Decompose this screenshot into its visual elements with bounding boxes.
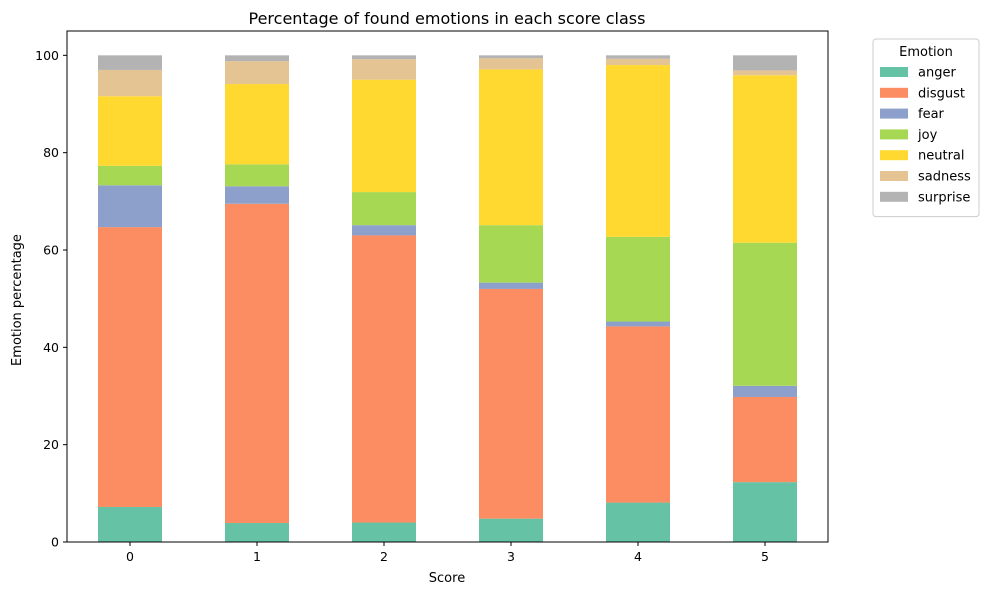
- bar-segment-anger-1: [225, 523, 289, 542]
- legend-label-anger: anger: [918, 66, 956, 81]
- y-tick-label: 100: [35, 48, 59, 63]
- x-tick-label: 4: [634, 549, 642, 564]
- bar-segment-joy-3: [479, 225, 543, 283]
- bar-segment-surprise-0: [98, 55, 162, 70]
- bar-segment-disgust-1: [225, 203, 289, 524]
- y-tick-label: 20: [43, 437, 59, 452]
- bar-segment-disgust-3: [479, 288, 543, 519]
- plot-frame: [66, 30, 829, 543]
- bar-segment-anger-4: [606, 502, 670, 542]
- bar-segment-neutral-2: [352, 79, 416, 193]
- legend-swatch-neutral: [880, 150, 908, 161]
- x-tick-label: 3: [507, 549, 515, 564]
- legend-label-fear: fear: [918, 107, 945, 122]
- bar-segment-joy-2: [352, 192, 416, 226]
- bar-segment-anger-5: [733, 482, 797, 542]
- bar-segment-fear-3: [479, 282, 543, 289]
- bar-segment-disgust-0: [98, 227, 162, 507]
- legend-swatch-surprise: [880, 191, 908, 202]
- legend-title: Emotion: [899, 45, 953, 60]
- bar-segment-anger-0: [98, 506, 162, 542]
- axes-group: 0 1 2 3 4 5 0 20 40 60 80 100: [35, 30, 829, 564]
- bar-segment-sadness-3: [479, 58, 543, 70]
- bar-segment-sadness-2: [352, 59, 416, 80]
- bar-segment-fear-0: [98, 185, 162, 228]
- bar-segment-surprise-3: [479, 55, 543, 59]
- legend-swatch-disgust: [880, 87, 908, 98]
- bar-segment-joy-0: [98, 165, 162, 186]
- legend-label-neutral: neutral: [918, 149, 965, 164]
- legend-label-surprise: surprise: [918, 190, 970, 205]
- bar-segment-neutral-1: [225, 84, 289, 165]
- bar-segment-disgust-4: [606, 326, 670, 503]
- bar-segment-fear-1: [225, 186, 289, 204]
- legend-swatch-sadness: [880, 171, 908, 181]
- legend-label-joy: joy: [917, 128, 938, 143]
- bar-segment-surprise-1: [225, 55, 289, 62]
- bar-segment-sadness-5: [733, 70, 797, 76]
- bar-segment-surprise-2: [352, 55, 416, 60]
- legend-label-disgust: disgust: [918, 86, 965, 101]
- y-tick-label: 60: [43, 243, 59, 258]
- chart-title: Percentage of found emotions in each sco…: [249, 9, 646, 28]
- bar-segment-neutral-5: [733, 75, 797, 243]
- bar-segment-sadness-0: [98, 69, 162, 97]
- y-axis-label: Emotion percentage: [10, 234, 25, 366]
- bar-segment-sadness-1: [225, 61, 289, 85]
- bar-segment-neutral-3: [479, 69, 543, 226]
- legend-swatch-joy: [880, 129, 908, 140]
- bar-segment-neutral-4: [606, 65, 670, 237]
- bar-segment-disgust-2: [352, 235, 416, 523]
- y-tick-label: 40: [43, 340, 59, 355]
- legend-swatch-fear: [880, 108, 908, 119]
- bar-segment-fear-4: [606, 321, 670, 327]
- x-tick-label: 5: [761, 549, 769, 564]
- bar-segment-anger-2: [352, 522, 416, 542]
- bar-segment-joy-1: [225, 164, 289, 187]
- x-axis-label: Score: [429, 571, 465, 586]
- bars-group: [98, 55, 797, 542]
- bar-segment-fear-2: [352, 225, 416, 236]
- bar-segment-surprise-4: [606, 55, 670, 59]
- bar-segment-joy-5: [733, 242, 797, 386]
- x-tick-label: 2: [380, 549, 388, 564]
- x-tick-label: 1: [253, 549, 261, 564]
- bar-segment-neutral-0: [98, 96, 162, 166]
- bar-segment-disgust-5: [733, 396, 797, 483]
- bar-segment-joy-4: [606, 236, 670, 322]
- x-tick-label: 0: [126, 549, 134, 564]
- legend-swatch-anger: [880, 67, 908, 77]
- y-tick-label: 0: [51, 535, 59, 550]
- bar-segment-anger-3: [479, 518, 543, 542]
- legend: Emotion anger disgust fear joy neutral sadness…: [872, 38, 980, 218]
- bar-segment-fear-5: [733, 385, 797, 397]
- y-tick-label: 80: [43, 145, 59, 160]
- bar-segment-sadness-4: [606, 58, 670, 66]
- legend-label-sadness: sadness: [918, 170, 971, 185]
- bar-segment-surprise-5: [733, 55, 797, 71]
